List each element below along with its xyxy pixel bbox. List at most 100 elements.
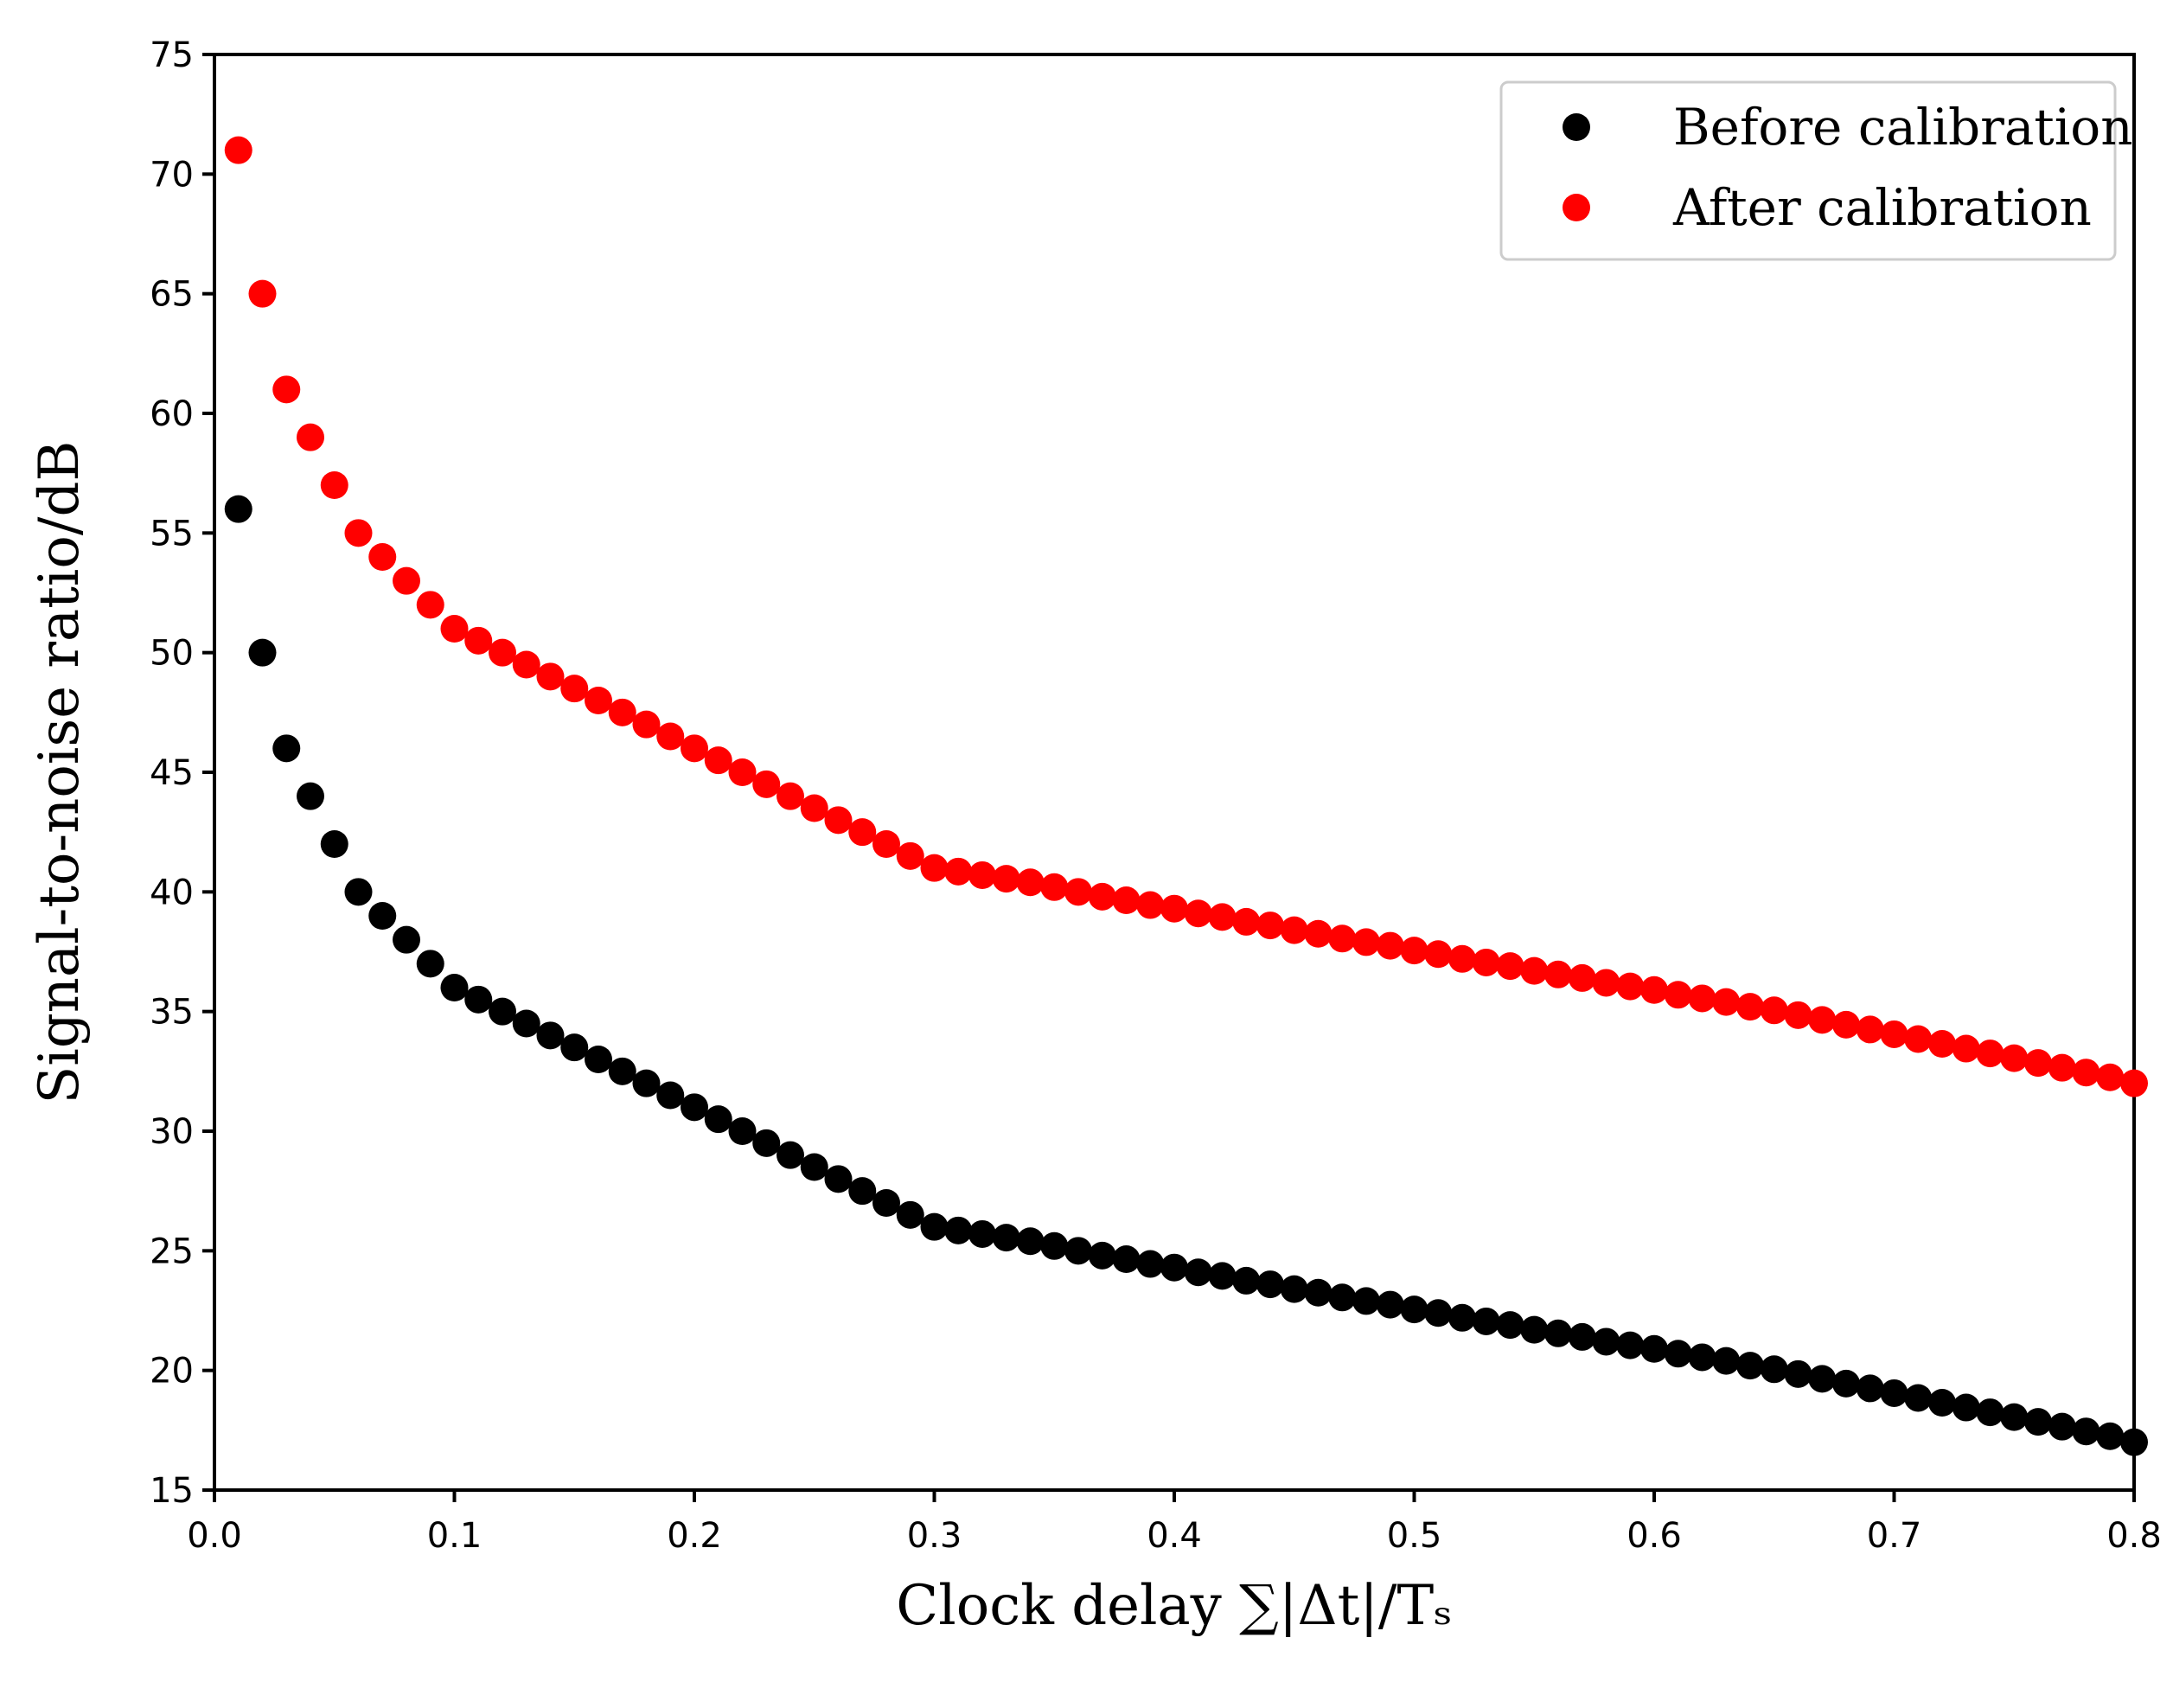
data-point [248,279,277,308]
data-point [656,722,685,751]
data-point [1376,1290,1404,1319]
data-point [704,746,732,775]
data-point [416,591,444,619]
data-point [2072,1417,2100,1446]
data-point [1808,1006,1837,1034]
data-point [1232,907,1261,936]
data-point [1592,969,1620,997]
data-point [1160,894,1188,923]
y-tick-label: 75 [150,35,194,75]
data-point [1376,931,1404,960]
data-point [1880,1020,1908,1048]
data-point [728,1117,757,1145]
data-point [1520,956,1549,985]
data-point [944,857,973,886]
x-tick-label: 0.0 [187,1516,242,1556]
data-point [1928,1030,1956,1059]
data-point [1088,1241,1116,1270]
data-point [1688,1343,1716,1372]
data-point [1904,1384,1933,1412]
x-tick-label: 0.2 [667,1516,722,1556]
data-point [752,770,781,798]
data-point [440,974,469,1001]
data-point [681,734,708,763]
data-point [297,782,324,810]
x-tick-label: 0.8 [2106,1516,2162,1556]
series-before-calibration [224,495,2148,1456]
x-tick-label: 0.3 [907,1516,962,1556]
y-axis-title: Signal-to-noise ratio/dB [28,441,92,1104]
data-point [681,1093,708,1122]
legend: Before calibration After calibration [1499,80,2133,261]
data-point [1640,976,1668,1004]
y-tick-label: 20 [150,1352,194,1391]
data-point [320,830,348,858]
data-point [1352,928,1380,956]
y-tick-label: 70 [150,155,194,195]
data-point [1760,996,1788,1025]
data-point [344,878,373,906]
data-point [393,925,420,954]
data-point [1256,1270,1284,1299]
data-point [1904,1025,1933,1053]
data-point [512,1009,540,1038]
data-point [992,865,1020,893]
data-point [1832,1369,1860,1398]
data-point [777,1141,804,1169]
data-point [752,1129,781,1157]
data-point [1616,1331,1645,1359]
data-point [2096,1422,2125,1450]
data-point [1832,1010,1860,1039]
data-point [848,818,877,847]
data-point [1208,1262,1237,1290]
data-point [968,860,996,889]
data-point [1064,878,1092,906]
data-point [992,1224,1020,1252]
y-tick-label: 35 [150,993,194,1033]
data-point [344,519,373,547]
x-tick-label: 0.6 [1627,1516,1682,1556]
data-point [2120,1069,2148,1097]
y-tick-label: 30 [150,1112,194,1152]
data-point [1280,916,1308,944]
data-point [1016,1227,1045,1256]
data-point [896,1200,924,1229]
data-point [800,1153,828,1181]
data-point [585,687,612,714]
data-point [1784,1001,1812,1029]
y-tick-label: 45 [150,753,194,793]
data-point [1328,924,1357,953]
data-point [1112,1245,1141,1274]
data-point [2048,1412,2076,1441]
data-point [1160,1253,1188,1282]
data-point [2000,1403,2029,1431]
data-point [1112,886,1141,915]
axis-ticks: 0.0 0.1 0.2 0.3 0.4 0.5 0.6 0.7 0.8 15 20 25 30 35 40 4… [150,35,2162,1556]
x-tick-label: 0.5 [1387,1516,1442,1556]
data-point [1520,1315,1549,1344]
data-point [2120,1428,2148,1456]
data-point [1280,1275,1308,1303]
legend-label-after: After calibration [1672,178,2092,237]
x-tick-label: 0.4 [1147,1516,1202,1556]
data-point [824,1165,853,1193]
data-point [1448,1303,1476,1332]
data-point [1448,944,1476,973]
data-point [368,543,397,571]
data-point [1040,1231,1069,1260]
data-point [1136,891,1165,919]
data-point [1256,912,1284,940]
y-tick-label: 65 [150,275,194,315]
data-point [872,1189,900,1217]
series-after-calibration [224,136,2148,1097]
data-point [368,902,397,930]
data-point [224,136,252,164]
data-point [1760,1355,1788,1384]
data-point [1472,948,1500,976]
data-point [1736,1352,1764,1380]
data-point [1208,903,1237,931]
data-point [1688,984,1716,1013]
data-point [536,1021,565,1050]
data-point [512,650,540,679]
